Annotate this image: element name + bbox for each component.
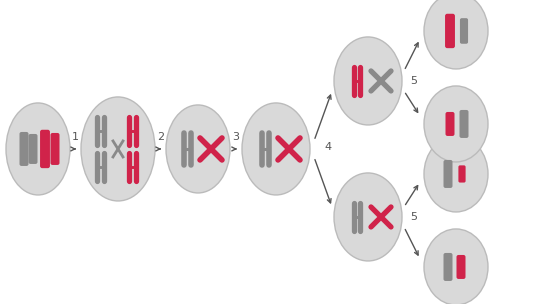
FancyBboxPatch shape [458, 165, 465, 183]
Ellipse shape [424, 136, 488, 212]
FancyBboxPatch shape [51, 133, 59, 165]
Text: 5: 5 [410, 76, 417, 86]
Ellipse shape [166, 105, 230, 193]
FancyBboxPatch shape [460, 110, 469, 138]
FancyBboxPatch shape [19, 132, 29, 166]
FancyBboxPatch shape [446, 112, 455, 136]
FancyBboxPatch shape [443, 253, 453, 281]
Ellipse shape [334, 173, 402, 261]
Ellipse shape [6, 103, 70, 195]
FancyBboxPatch shape [29, 134, 37, 164]
Text: 5: 5 [410, 212, 417, 222]
Text: 4: 4 [325, 142, 332, 152]
Text: 2: 2 [157, 132, 164, 142]
FancyBboxPatch shape [443, 160, 453, 188]
Ellipse shape [242, 103, 310, 195]
Ellipse shape [424, 86, 488, 162]
Ellipse shape [334, 37, 402, 125]
Text: 3: 3 [233, 132, 240, 142]
FancyBboxPatch shape [40, 130, 50, 168]
FancyBboxPatch shape [460, 18, 468, 44]
Text: 1: 1 [72, 132, 79, 142]
FancyBboxPatch shape [456, 255, 465, 279]
Ellipse shape [424, 229, 488, 304]
Ellipse shape [424, 0, 488, 69]
Ellipse shape [81, 97, 155, 201]
FancyBboxPatch shape [445, 14, 455, 48]
